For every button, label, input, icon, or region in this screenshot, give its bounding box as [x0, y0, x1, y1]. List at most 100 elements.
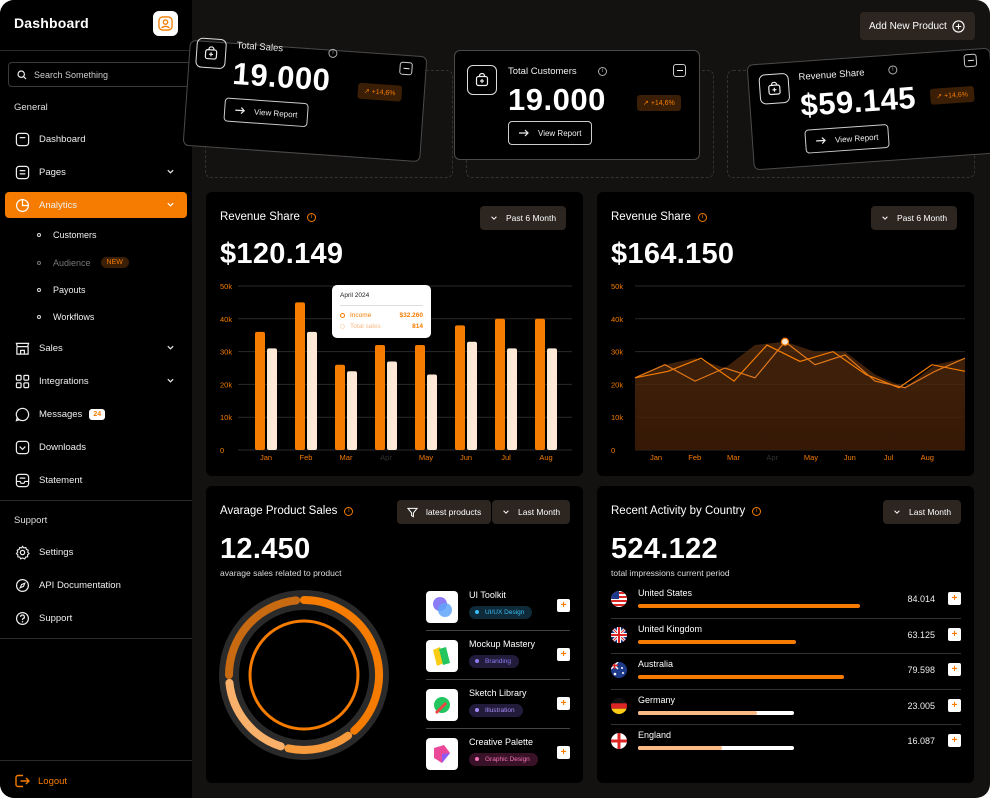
sidebar: Dashboard Search Something General Dashb… — [0, 0, 192, 798]
product-item[interactable]: UI Toolkit UI/UX Design + — [426, 588, 570, 632]
product-sales-subtitle: avarage sales related to product — [220, 568, 342, 578]
collapse-button[interactable] — [399, 61, 413, 76]
bar-income — [375, 345, 385, 450]
product-item[interactable]: Sketch Library Illustration + — [426, 686, 570, 730]
nav-statement[interactable]: Statement — [5, 467, 187, 493]
country-activity-panel: Recent Activity by Country i Last Month 5… — [597, 486, 974, 783]
nav-settings[interactable]: Settings — [5, 539, 187, 565]
nav-sales[interactable]: Sales — [5, 335, 187, 361]
product-sales-panel: Avarage Product Sales i latest products L… — [206, 486, 583, 783]
country-bar — [638, 746, 722, 750]
country-add-button[interactable]: + — [948, 734, 961, 747]
tooltip-income: Income — [340, 312, 371, 319]
x-tick-label: May — [804, 453, 818, 462]
app-title: Dashboard — [14, 15, 89, 31]
period-filter-button[interactable]: Past 6 Month — [480, 206, 567, 230]
bar-total-sales — [507, 348, 517, 450]
pages-icon — [15, 165, 29, 179]
area-fill — [635, 341, 965, 450]
add-new-product-button[interactable]: Add New Product — [860, 12, 975, 40]
divider — [0, 638, 192, 639]
subnav-label: Payouts — [53, 285, 86, 295]
bar-income — [295, 302, 305, 450]
country-name: United States — [638, 588, 693, 598]
y-tick-label: 20k — [611, 380, 623, 389]
filter-label: Past 6 Month — [897, 213, 948, 223]
revenue-bar-panel: Revenue Share i Past 6 Month $120.149 0 10… — [206, 192, 583, 476]
period-filter-button[interactable]: Last Month — [883, 500, 962, 524]
search-input[interactable]: Search Something — [8, 62, 192, 87]
filter-icon — [407, 507, 418, 517]
arrow-right-icon — [235, 107, 246, 115]
nav-messages[interactable]: Messages 24 — [5, 401, 187, 427]
add-product-button[interactable]: + — [557, 648, 570, 661]
view-report-button[interactable]: View Report — [508, 121, 593, 145]
logout-button[interactable]: Logout — [14, 773, 67, 789]
nav-integrations[interactable]: Integrations — [5, 368, 187, 394]
nav-pages[interactable]: Pages — [5, 159, 187, 185]
subnav-customers[interactable]: Customers — [37, 230, 97, 240]
us-flag-icon — [611, 591, 627, 607]
subnav-workflows[interactable]: Workflows — [37, 312, 94, 322]
product-tag: Illustration — [469, 704, 523, 717]
add-product-button[interactable]: + — [557, 697, 570, 710]
country-add-button[interactable]: + — [948, 663, 961, 676]
add-product-button[interactable]: + — [557, 599, 570, 612]
nav-label: Dashboard — [39, 133, 86, 145]
product-sales-donut — [219, 590, 389, 760]
info-icon: i — [344, 506, 354, 516]
product-item[interactable]: Creative Palette Graphic Design + — [426, 735, 570, 779]
country-value: 79.598 — [907, 665, 935, 675]
period-filter-button[interactable]: Past 6 Month — [871, 206, 958, 230]
help-icon — [15, 611, 29, 625]
info-icon: i — [328, 48, 338, 59]
collapse-button[interactable] — [673, 64, 686, 77]
nav-label: Analytics — [39, 199, 78, 211]
product-name: Creative Palette — [469, 737, 534, 747]
nav-dashboard[interactable]: Dashboard — [5, 126, 187, 152]
series-line-a — [634, 344, 966, 389]
product-item[interactable]: Mockup Mastery Branding + — [426, 637, 570, 681]
tooltip-sales: Total sales — [340, 323, 381, 330]
add-product-button[interactable]: + — [557, 746, 570, 759]
nav-downloads[interactable]: Downloads — [5, 434, 187, 460]
country-add-button[interactable]: + — [948, 628, 961, 641]
product-thumbnail — [426, 591, 458, 623]
revenue-share-card: Revenue Share i $59.145 ↗ +14,6% View Re… — [746, 47, 990, 171]
total-customers-card: Total Customers i 19.000 ↗ +14,6% View R… — [454, 50, 700, 160]
subnav-payouts[interactable]: Payouts — [37, 285, 86, 295]
avatar[interactable] — [153, 11, 178, 36]
highlight-point — [780, 337, 790, 346]
period-filter-button[interactable]: Last Month — [492, 500, 571, 524]
nav-analytics[interactable]: Analytics — [5, 192, 187, 218]
product-thumbnail — [426, 738, 458, 770]
x-tick-label: Mar — [727, 453, 740, 462]
search-placeholder: Search Something — [34, 69, 109, 80]
x-tick-label: Jun — [460, 453, 472, 462]
bar-income — [255, 331, 265, 450]
x-tick-label: Aug — [539, 453, 552, 462]
view-report-button[interactable]: View Report — [223, 97, 310, 128]
bar-total-sales — [547, 348, 557, 450]
store-icon — [15, 342, 29, 355]
nav-label: Downloads — [39, 441, 86, 453]
bar-total-sales — [387, 361, 397, 450]
latest-products-filter[interactable]: latest products — [397, 500, 492, 524]
country-add-button[interactable]: + — [948, 592, 961, 605]
country-value: 16.087 — [907, 736, 935, 746]
country-add-button[interactable]: + — [948, 699, 961, 712]
y-tick-label: 50k — [220, 282, 232, 291]
subnav-audience[interactable]: Audience NEW — [37, 257, 129, 268]
x-tick-label: Apr — [380, 453, 392, 462]
collapse-button[interactable] — [963, 53, 978, 68]
view-report-button[interactable]: View Report — [804, 123, 891, 154]
nav-api-docs[interactable]: API Documentation — [5, 572, 187, 598]
bag-icon — [467, 65, 497, 95]
nav-support[interactable]: Support — [5, 605, 187, 631]
y-tick-label: 0 — [611, 446, 615, 455]
donut-segment — [284, 731, 353, 754]
card-value: $59.145 — [799, 79, 918, 123]
country-row: United Kingdom 63.125 + — [611, 624, 961, 658]
y-tick-label: 50k — [611, 282, 623, 291]
australia-flag-icon — [611, 662, 627, 678]
